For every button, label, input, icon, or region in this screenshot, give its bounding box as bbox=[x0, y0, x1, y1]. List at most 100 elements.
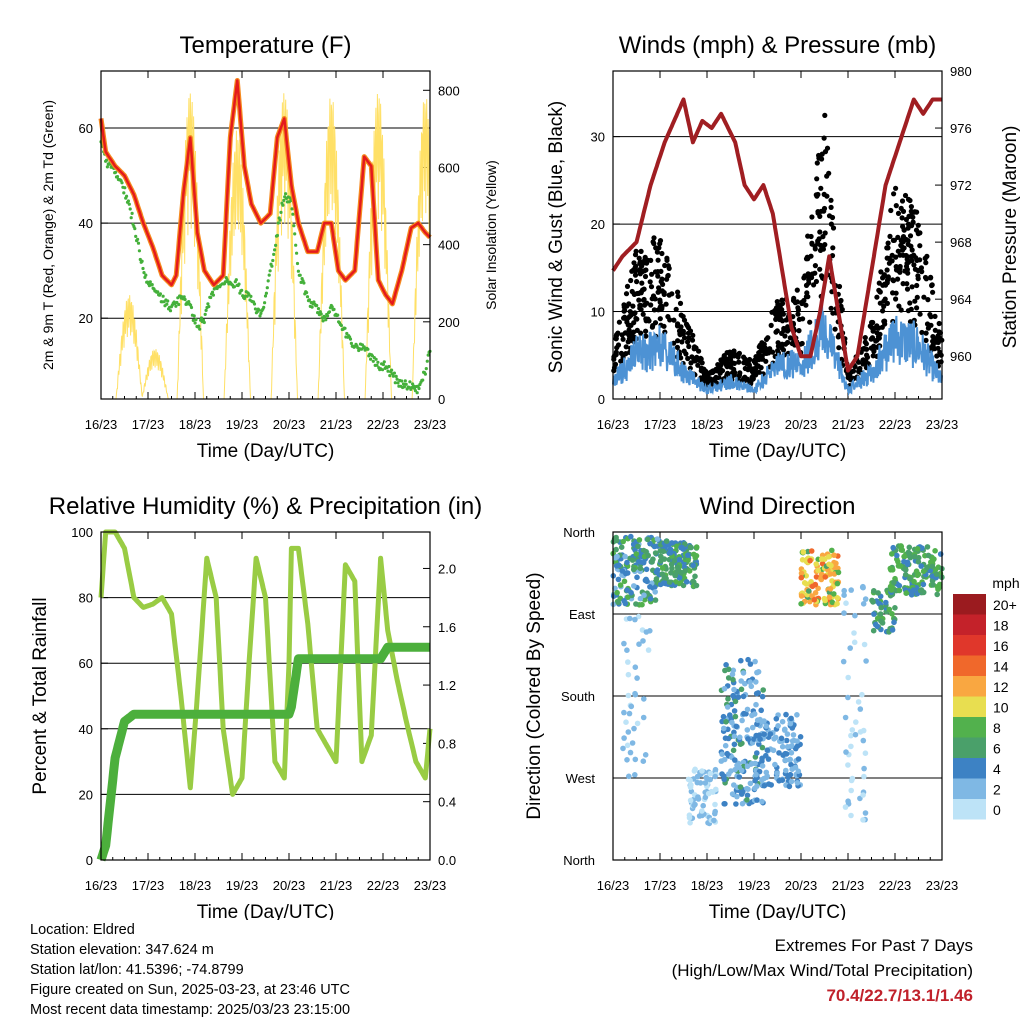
direction-point bbox=[699, 768, 705, 774]
gust-point bbox=[767, 346, 773, 352]
gust-point bbox=[744, 360, 750, 367]
direction-point bbox=[669, 540, 675, 546]
gust-point bbox=[908, 204, 915, 210]
gust-point bbox=[766, 350, 772, 356]
direction-point bbox=[754, 669, 760, 676]
direction-point bbox=[763, 752, 769, 759]
dewpoint-point bbox=[107, 162, 111, 166]
x-axis-label: Time (Day/UTC) bbox=[709, 902, 847, 920]
dewpoint-point bbox=[288, 196, 292, 200]
direction-point bbox=[731, 686, 737, 693]
weather-figure: 16/23 17/23 18/23 19/23 20/23 21/23 22/23 23/23… bbox=[30, 32, 1021, 923]
dewpoint-point bbox=[327, 310, 332, 314]
direction-point bbox=[702, 780, 709, 786]
direction-point bbox=[640, 638, 646, 644]
y2-tick-label: 972 bbox=[950, 178, 972, 193]
gust-point bbox=[639, 269, 646, 275]
y2-tick-label: 1.6 bbox=[438, 620, 456, 635]
direction-point bbox=[898, 547, 904, 553]
gust-point bbox=[932, 313, 938, 319]
direction-point bbox=[786, 783, 793, 790]
gust-point bbox=[697, 358, 703, 364]
dewpoint-point bbox=[237, 282, 241, 286]
gust-point bbox=[787, 335, 793, 341]
direction-point bbox=[676, 575, 683, 581]
direction-point bbox=[789, 725, 796, 731]
dewpoint-point bbox=[194, 318, 198, 322]
dewpoint-point bbox=[275, 233, 279, 238]
direction-point bbox=[812, 590, 819, 596]
gust-point bbox=[622, 330, 629, 336]
direction-point bbox=[760, 687, 766, 693]
gust-point bbox=[862, 339, 868, 345]
gust-point bbox=[763, 336, 770, 342]
dewpoint-point bbox=[187, 300, 191, 304]
gust-point bbox=[795, 311, 801, 317]
direction-point bbox=[694, 773, 701, 780]
direction-point bbox=[787, 720, 794, 727]
y-tick-label: 40 bbox=[79, 216, 93, 231]
extremes-title: Extremes For Past 7 Days bbox=[774, 936, 973, 955]
gust-point bbox=[934, 335, 940, 341]
direction-point bbox=[871, 611, 877, 617]
direction-point bbox=[788, 715, 794, 722]
gust-point bbox=[909, 223, 915, 229]
dewpoint-point bbox=[166, 299, 170, 303]
dewpoint-point bbox=[302, 281, 306, 285]
gust-point bbox=[890, 277, 896, 283]
direction-point bbox=[653, 576, 660, 582]
gust-point bbox=[817, 266, 823, 272]
direction-point bbox=[643, 566, 650, 573]
direction-point bbox=[632, 664, 639, 670]
gust-point bbox=[746, 379, 752, 385]
direction-point bbox=[739, 717, 745, 724]
y-tick-label: 60 bbox=[79, 121, 93, 136]
gust-point bbox=[809, 214, 815, 220]
gust-point bbox=[633, 248, 639, 254]
gust-point bbox=[770, 349, 776, 355]
gust-point bbox=[904, 256, 910, 262]
direction-point bbox=[798, 601, 804, 607]
gust-point bbox=[681, 317, 688, 323]
legend-swatch bbox=[953, 655, 986, 676]
station-latlon: Station lat/lon: 41.5396; -74.8799 bbox=[30, 962, 244, 978]
dewpoint-point bbox=[402, 385, 406, 389]
gust-point bbox=[686, 343, 692, 350]
direction-point bbox=[615, 576, 622, 583]
gust-point bbox=[909, 284, 915, 290]
dewpoint-point bbox=[199, 316, 204, 320]
legend-swatch bbox=[953, 614, 986, 635]
speed-legend: mph 20+ 18 16 14 12 10 8 6 4 2 0 bbox=[953, 575, 1020, 820]
gust-point bbox=[651, 307, 658, 313]
direction-point bbox=[613, 546, 619, 553]
gust-point bbox=[681, 335, 688, 341]
dewpoint-point bbox=[279, 210, 283, 214]
gust-point bbox=[613, 352, 619, 358]
direction-point bbox=[772, 734, 779, 741]
gust-point bbox=[637, 260, 643, 267]
gust-point bbox=[636, 290, 642, 296]
dewpoint-point bbox=[168, 309, 173, 313]
direction-point bbox=[826, 594, 833, 600]
gust-point bbox=[914, 282, 920, 289]
direction-point bbox=[770, 747, 777, 754]
gust-point bbox=[768, 322, 774, 328]
gust-point bbox=[666, 265, 672, 271]
legend-swatch bbox=[953, 778, 986, 799]
legend-swatch bbox=[953, 594, 986, 615]
gust-point bbox=[845, 371, 851, 377]
direction-point bbox=[894, 552, 900, 559]
direction-point bbox=[860, 737, 867, 744]
gust-point bbox=[759, 356, 766, 362]
gust-point bbox=[898, 205, 904, 211]
dewpoint-point bbox=[274, 243, 278, 247]
extremes-box: Extremes For Past 7 Days (High/Low/Max W… bbox=[672, 933, 973, 1008]
y2-tick-label: 800 bbox=[438, 83, 460, 98]
gust-point bbox=[898, 242, 904, 248]
dewpoint-point bbox=[223, 280, 227, 284]
gust-point bbox=[758, 344, 764, 350]
direction-point bbox=[731, 733, 738, 740]
direction-point bbox=[753, 679, 759, 685]
gust-point bbox=[612, 361, 619, 367]
direction-point bbox=[647, 596, 654, 602]
